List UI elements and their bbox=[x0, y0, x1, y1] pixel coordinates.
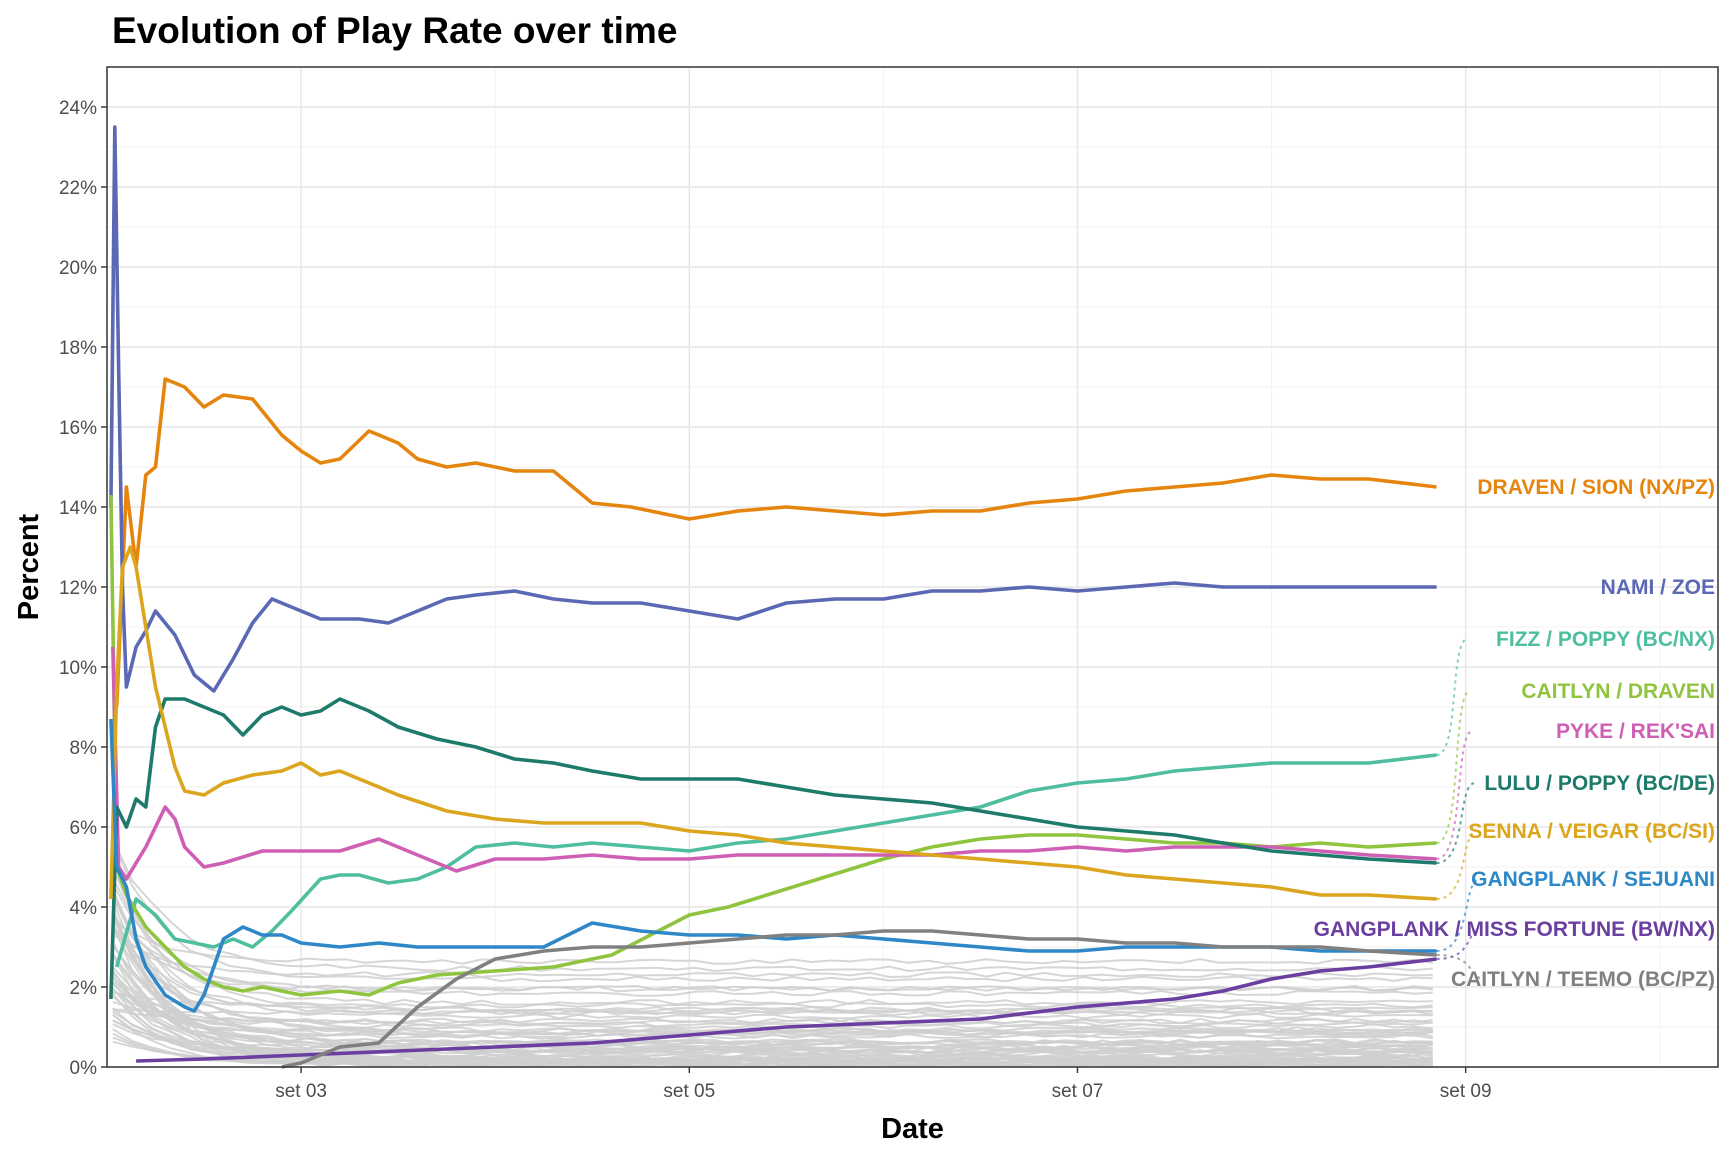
series-label: SENNA / VEIGAR (BC/SI) bbox=[1468, 820, 1715, 843]
series-label: DRAVEN / SION (NX/PZ) bbox=[1477, 476, 1715, 499]
y-tick-label: 12% bbox=[59, 578, 97, 599]
y-tick-label: 0% bbox=[70, 1058, 98, 1079]
series-line bbox=[281, 929, 1437, 1069]
series-line bbox=[109, 697, 1437, 1000]
background-series-line bbox=[112, 921, 1433, 965]
x-axis-title: Date bbox=[881, 1113, 944, 1145]
y-tick-label: 14% bbox=[59, 498, 97, 519]
series-line bbox=[109, 494, 1437, 997]
background-series-line bbox=[111, 890, 1433, 1020]
label-connector bbox=[1436, 928, 1483, 960]
background-series-line bbox=[111, 840, 1433, 983]
series-label: CAITLYN / DRAVEN bbox=[1521, 680, 1715, 703]
x-tick-label: set 03 bbox=[275, 1081, 327, 1102]
y-tick-label: 24% bbox=[59, 98, 97, 119]
label-connector bbox=[1436, 638, 1468, 756]
series-line bbox=[109, 545, 1437, 901]
background-series-line bbox=[112, 914, 1433, 992]
chart-title: Evolution of Play Rate over time bbox=[112, 10, 678, 51]
background-series-line bbox=[112, 1009, 1433, 1025]
background-series-line bbox=[111, 944, 1433, 1051]
y-tick-label: 10% bbox=[59, 658, 97, 679]
label-connector bbox=[1436, 878, 1481, 952]
series-line bbox=[114, 377, 1437, 708]
background-series-line bbox=[112, 1008, 1433, 1016]
y-tick-label: 8% bbox=[70, 738, 98, 759]
label-connector bbox=[1436, 730, 1473, 860]
y-tick-label: 22% bbox=[59, 178, 97, 199]
series-line bbox=[109, 125, 1437, 693]
background-series-line bbox=[111, 838, 1433, 973]
y-tick-label: 18% bbox=[59, 338, 97, 359]
series-line bbox=[109, 718, 1437, 1013]
x-tick-label: set 05 bbox=[663, 1081, 715, 1102]
y-axis-title: Percent bbox=[13, 513, 45, 620]
series-label: LULU / POPPY (BC/DE) bbox=[1484, 772, 1715, 795]
background-series-line bbox=[112, 933, 1433, 979]
background-series-line bbox=[112, 993, 1433, 1068]
axis-layer: 0% 2% 4% 6% 8% 10% 12% 14% 16% 18% 20% 22% 24% set 03… bbox=[13, 66, 1719, 1145]
y-tick-label: 6% bbox=[70, 818, 98, 839]
label-connector bbox=[1436, 830, 1478, 900]
label-connector bbox=[1436, 954, 1486, 980]
series-line bbox=[114, 753, 1437, 968]
series-layer bbox=[109, 125, 1437, 1069]
series-label: CAITLYN / TEEMO (BC/PZ) bbox=[1451, 968, 1715, 991]
y-tick-label: 20% bbox=[59, 258, 97, 279]
series-label: PYKE / REK'SAI bbox=[1556, 720, 1715, 743]
background-series-line bbox=[112, 972, 1433, 1045]
y-tick-label: 4% bbox=[70, 898, 98, 919]
series-label: NAMI / ZOE bbox=[1601, 576, 1715, 599]
background-series-line bbox=[111, 877, 1433, 1006]
y-tick-label: 16% bbox=[59, 418, 97, 439]
x-tick-label: set 07 bbox=[1052, 1081, 1104, 1102]
panel-border bbox=[106, 66, 1719, 1068]
label-connectors bbox=[1436, 638, 1486, 980]
series-line bbox=[136, 957, 1437, 1063]
label-connector bbox=[1436, 782, 1476, 864]
series-label: GANGPLANK / MISS FORTUNE (BW/NX) bbox=[1314, 918, 1715, 941]
grid-layer bbox=[106, 67, 1718, 1068]
series-label: GANGPLANK / SEJUANI bbox=[1471, 868, 1715, 891]
x-tick-label: set 09 bbox=[1440, 1081, 1492, 1102]
background-series-line bbox=[112, 988, 1433, 1037]
series-label: FIZZ / POPPY (BC/NX) bbox=[1496, 628, 1715, 651]
y-tick-label: 2% bbox=[70, 978, 98, 999]
plot-panel bbox=[107, 67, 1718, 1067]
series-line bbox=[111, 646, 1437, 881]
background-series-line bbox=[112, 1000, 1433, 1025]
background-series-line bbox=[112, 971, 1433, 1064]
series-labels: DRAVEN / SION (NX/PZ) NAMI / ZOE FIZZ / PO… bbox=[1314, 476, 1715, 991]
